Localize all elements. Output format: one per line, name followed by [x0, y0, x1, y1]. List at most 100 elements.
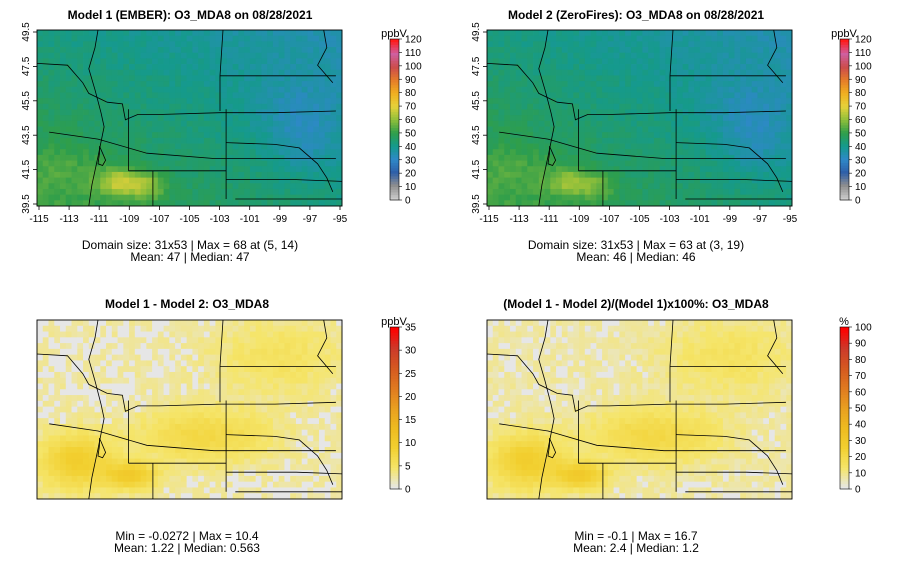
grid-cell [290, 132, 297, 139]
grid-cell [60, 383, 67, 390]
y-tick-label: 49.5 [21, 22, 32, 42]
grid-cell [561, 64, 568, 71]
grid-cell [54, 337, 61, 344]
grid-cell [307, 354, 314, 361]
grid-cell [37, 194, 44, 201]
grid-cell [504, 35, 511, 42]
grid-cell [226, 52, 234, 59]
grid-cell [37, 132, 44, 139]
grid-cell [54, 47, 61, 54]
grid-cell [284, 348, 291, 356]
grid-cell [659, 200, 666, 207]
grid-cell [510, 166, 517, 173]
grid-cell [590, 52, 597, 59]
grid-cell [192, 464, 199, 471]
grid-cell [579, 58, 586, 65]
grid-cell [722, 86, 730, 93]
grid-cell [180, 383, 188, 390]
grid-cell [209, 354, 216, 361]
grid-cell [504, 75, 511, 82]
grid-cell [313, 200, 320, 207]
grid-cell [642, 154, 649, 161]
grid-cell [336, 98, 343, 105]
grid-cell [567, 188, 574, 196]
grid-cell [596, 132, 603, 139]
grid-cell [336, 47, 343, 54]
grid-cell [751, 154, 758, 161]
colorbar-swatch [840, 194, 849, 198]
grid-cell [653, 58, 661, 65]
grid-cell [249, 458, 257, 465]
grid-cell [146, 137, 153, 144]
grid-cell [498, 200, 505, 207]
grid-cell [71, 447, 78, 454]
grid-cell [307, 194, 314, 201]
grid-cell [152, 160, 159, 167]
grid-cell [226, 115, 234, 122]
grid-cell [60, 75, 67, 82]
grid-cell [180, 406, 188, 413]
grid-cell [278, 412, 285, 419]
grid-cell [134, 47, 141, 54]
grid-cell [100, 69, 107, 76]
grid-cell [221, 377, 228, 384]
grid-cell [653, 109, 661, 116]
grid-cell [596, 64, 603, 71]
grid-cell [313, 126, 320, 133]
grid-cell [330, 354, 337, 361]
grid-cell [665, 92, 672, 99]
grid-cell [492, 109, 499, 116]
grid-cell [711, 177, 718, 184]
grid-cell [722, 30, 730, 37]
grid-cell [613, 188, 620, 196]
grid-cell [318, 69, 326, 76]
grid-cell [596, 47, 603, 54]
grid-cell [140, 137, 147, 144]
grid-cell [682, 194, 689, 201]
grid-cell [278, 194, 285, 201]
grid-cell [717, 126, 724, 133]
grid-cell [203, 86, 211, 93]
grid-cell [734, 103, 741, 110]
grid-cell [129, 41, 136, 48]
grid-cell [278, 320, 285, 327]
grid-cell [590, 69, 597, 76]
grid-cell [232, 160, 239, 167]
grid-cell [284, 52, 291, 59]
grid-cell [688, 183, 695, 190]
grid-cell [48, 412, 55, 419]
grid-cell [65, 166, 72, 173]
grid-cell [313, 160, 320, 167]
grid-cell [740, 81, 747, 88]
colorbar-swatch [840, 173, 849, 177]
grid-cell [284, 86, 291, 93]
colorbar-swatch [840, 151, 849, 155]
grid-cell [203, 120, 211, 127]
grid-cell [129, 166, 136, 173]
grid-cell [54, 389, 61, 396]
grid-cell [659, 58, 666, 65]
grid-cell [579, 103, 586, 110]
grid-cell [221, 325, 228, 332]
grid-cell [198, 35, 205, 42]
grid-cell [295, 166, 303, 173]
grid-cell [255, 200, 262, 207]
grid-cell [37, 75, 44, 82]
grid-cell [48, 389, 55, 396]
grid-cell [521, 171, 528, 179]
grid-cell [538, 109, 545, 116]
grid-cell [117, 412, 124, 419]
grid-cell [780, 92, 787, 99]
grid-cell [42, 103, 49, 110]
grid-cell [163, 371, 170, 379]
grid-cell [100, 35, 107, 42]
grid-cell [83, 354, 90, 361]
grid-cell [71, 115, 78, 122]
grid-cell [768, 188, 776, 196]
grid-cell [550, 200, 557, 207]
grid-cell [295, 86, 303, 93]
grid-cell [295, 412, 303, 419]
grid-cell [324, 120, 331, 127]
grid-cell [129, 418, 136, 425]
grid-cell [630, 81, 638, 88]
